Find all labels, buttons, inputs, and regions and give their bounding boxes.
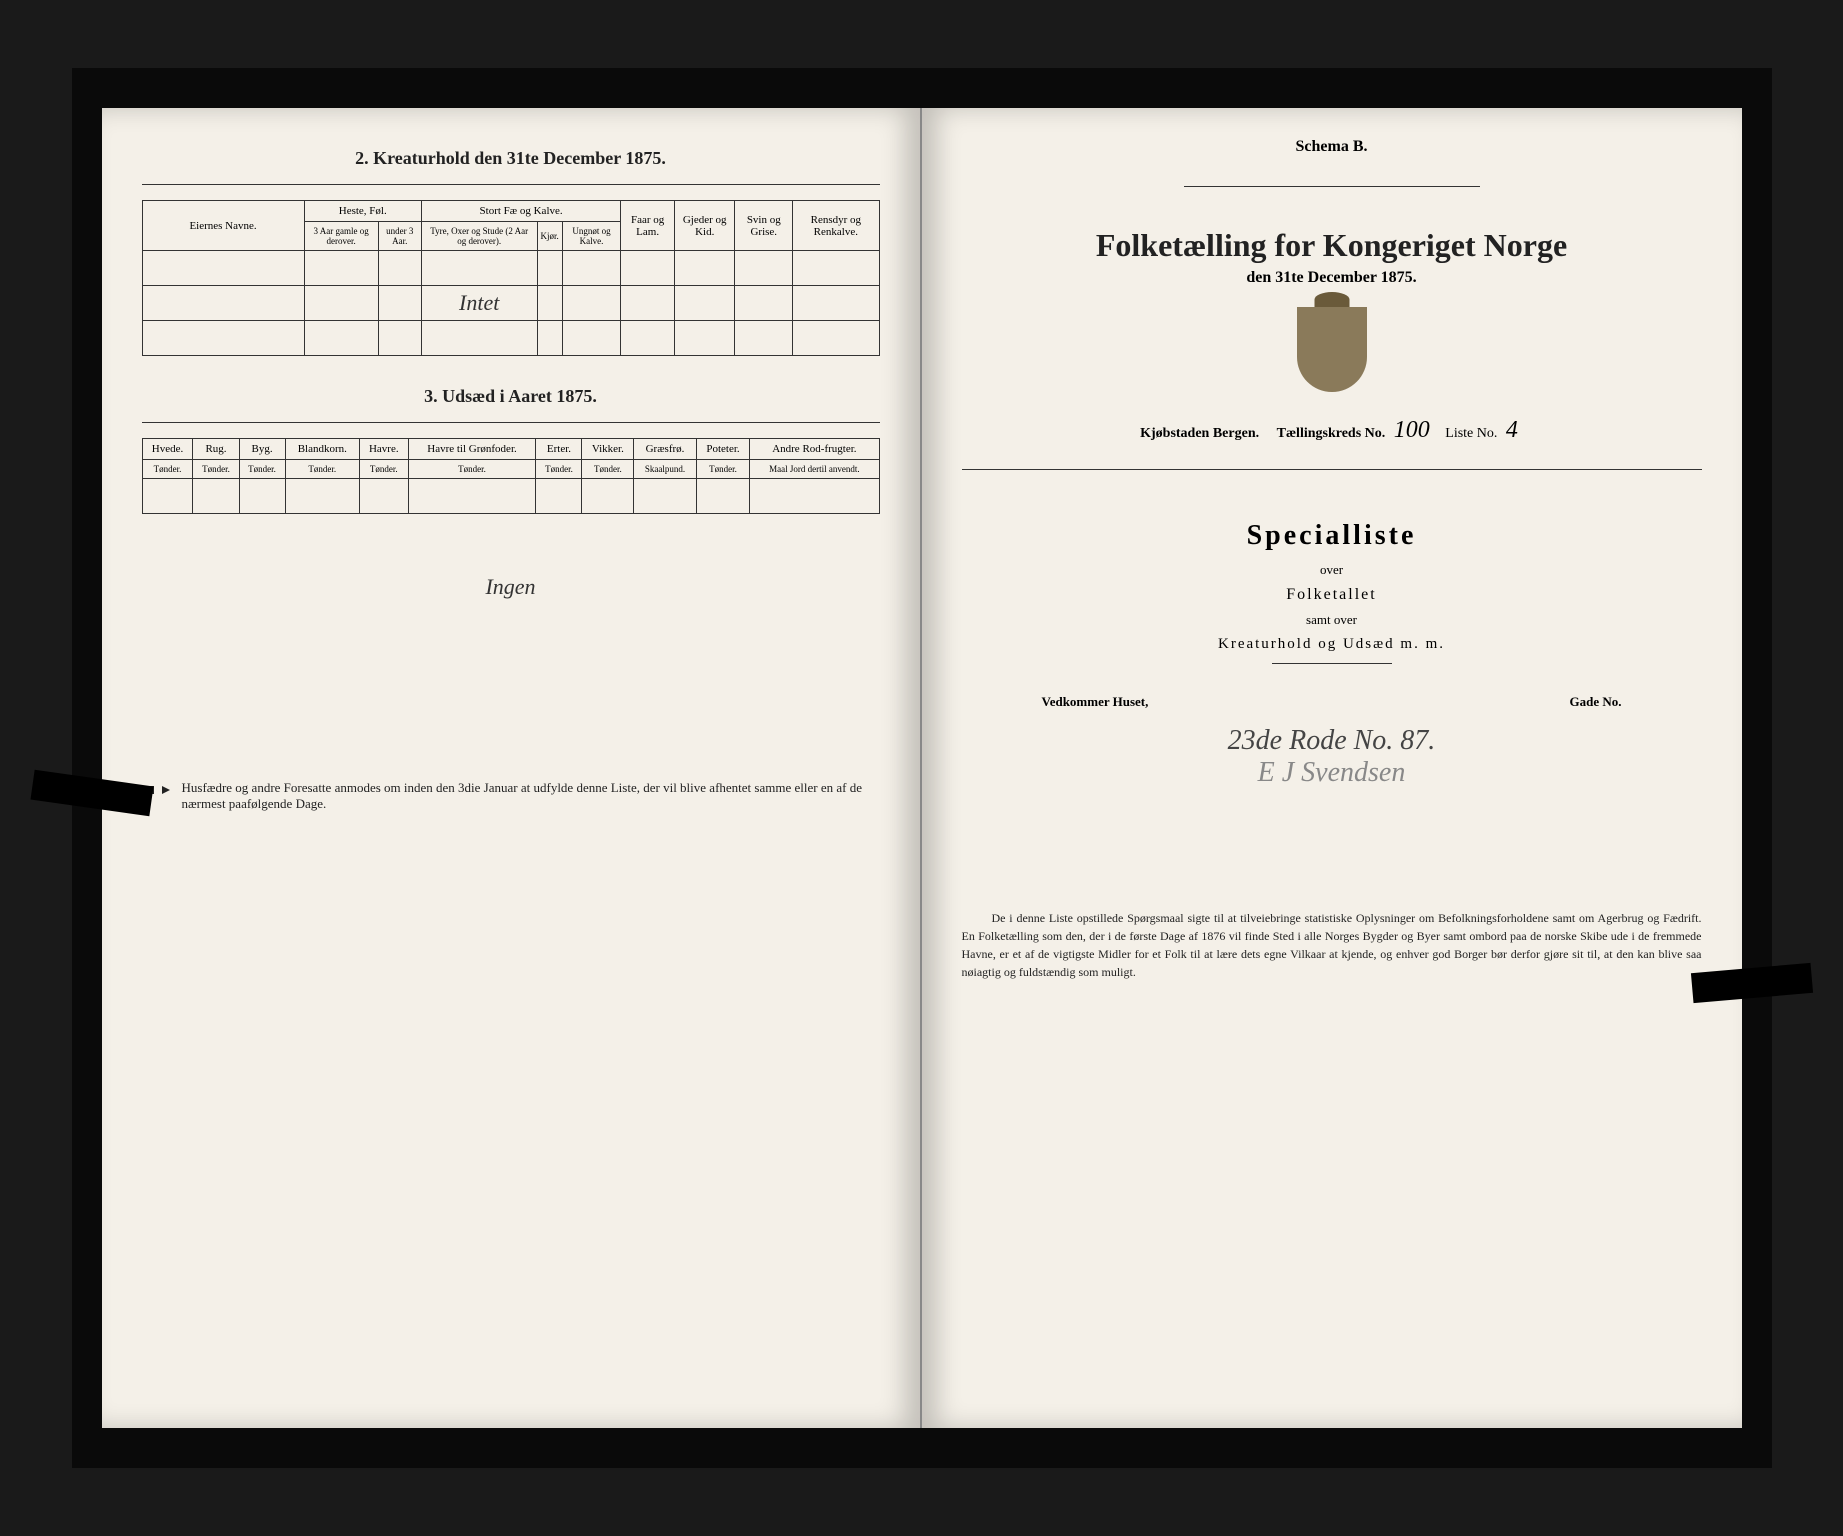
t3-unit: Tønder.: [696, 460, 749, 479]
sub-ungnot: Ungnøt og Kalve.: [562, 222, 621, 251]
t3-unit: Tønder.: [285, 460, 359, 479]
section2-title: 2. Kreaturhold den 31te December 1875.: [142, 148, 880, 169]
coat-of-arms-icon: [1297, 307, 1367, 392]
t3-col: Blandkorn.: [285, 439, 359, 460]
main-title: Folketælling for Kongeriget Norge: [962, 227, 1702, 264]
divider: [142, 184, 880, 185]
sub-tyre: Tyre, Oxer og Stude (2 Aar og derover).: [421, 222, 537, 251]
schema-label: Schema B.: [962, 138, 1702, 156]
signature-value: E J Svendsen: [962, 757, 1702, 789]
vedkommer-row: Vedkommer Huset, Gade No.: [962, 694, 1702, 710]
col-rensdyr: Rensdyr og Renkalve.: [793, 201, 879, 251]
ingen-entry: Ingen: [142, 574, 880, 600]
t3-col: Havre til Grønfoder.: [408, 439, 536, 460]
t3-col: Græsfrø.: [634, 439, 697, 460]
gade-label: Gade No.: [1570, 694, 1622, 710]
t3-col: Poteter.: [696, 439, 749, 460]
tkreds-value: 100: [1394, 417, 1430, 443]
kreatur-label: Kreaturhold og Udsæd m. m.: [962, 636, 1702, 653]
t3-col: Rug.: [193, 439, 239, 460]
col-svin: Svin og Grise.: [735, 201, 793, 251]
t3-unit: Tønder.: [142, 460, 193, 479]
t3-unit: Tønder.: [239, 460, 285, 479]
col-eiernes: Eiernes Navne.: [142, 201, 304, 251]
rode-value: 23de Rode No. 87.: [962, 725, 1702, 757]
divider: [962, 469, 1702, 470]
sub-3aar: 3 Aar gamle og derover.: [304, 222, 378, 251]
book-spread: 2. Kreaturhold den 31te December 1875. E…: [72, 68, 1772, 1468]
samt-label: samt over: [962, 612, 1702, 628]
sub-under3: under 3 Aar.: [378, 222, 421, 251]
group-heste: Heste, Føl.: [304, 201, 421, 222]
t3-unit: Skaalpund.: [634, 460, 697, 479]
sub-kjor: Kjør.: [537, 222, 562, 251]
divider: [142, 422, 880, 423]
over-label: over: [962, 562, 1702, 578]
left-page: 2. Kreaturhold den 31te December 1875. E…: [102, 108, 922, 1428]
t3-unit: Tønder.: [536, 460, 582, 479]
pointer-note: Husfædre og andre Foresatte anmodes om i…: [142, 780, 880, 812]
t3-col: Byg.: [239, 439, 285, 460]
col-faar: Faar og Lam.: [621, 201, 675, 251]
t3-col: Vikker.: [582, 439, 634, 460]
udsaed-table: Hvede.Rug.Byg.Blandkorn.Havre.Havre til …: [142, 438, 880, 514]
divider: [1272, 663, 1392, 664]
pointer-text: Husfædre og andre Foresatte anmodes om i…: [182, 780, 880, 812]
footer-paragraph: De i denne Liste opstillede Spørgsmaal s…: [962, 909, 1702, 981]
t3-col: Andre Rod-frugter.: [750, 439, 879, 460]
group-stort: Stort Fæ og Kalve.: [421, 201, 620, 222]
t3-col: Erter.: [536, 439, 582, 460]
kjobstad-label: Kjøbstaden Bergen.: [1140, 426, 1259, 441]
liste-label: Liste No.: [1445, 426, 1497, 441]
folketallet-label: Folketallet: [962, 586, 1702, 604]
t3-unit: Tønder.: [360, 460, 409, 479]
vedkommer-label: Vedkommer Huset,: [1042, 694, 1149, 710]
specialliste-title: Specialliste: [962, 520, 1702, 552]
date-line: den 31te December 1875.: [962, 269, 1702, 287]
section3-title: 3. Udsæd i Aaret 1875.: [142, 386, 880, 407]
t3-unit: Tønder.: [582, 460, 634, 479]
col-gjeder: Gjeder og Kid.: [674, 201, 734, 251]
t3-unit: Tønder.: [193, 460, 239, 479]
t3-unit: Maal Jord dertil anvendt.: [750, 460, 879, 479]
t3-col: Hvede.: [142, 439, 193, 460]
signature-area: 23de Rode No. 87. E J Svendsen: [962, 725, 1702, 789]
info-line: Kjøbstaden Bergen. Tællingskreds No. 100…: [962, 417, 1702, 444]
t3-col: Havre.: [360, 439, 409, 460]
right-page: Schema B. Folketælling for Kongeriget No…: [922, 108, 1742, 1428]
divider: [1184, 186, 1480, 187]
kreaturhold-table: Eiernes Navne. Heste, Føl. Stort Fæ og K…: [142, 200, 880, 356]
tkreds-label: Tællingskreds No.: [1277, 426, 1386, 441]
liste-value: 4: [1506, 417, 1518, 443]
entry-intet: Intet: [421, 286, 537, 321]
t3-unit: Tønder.: [408, 460, 536, 479]
